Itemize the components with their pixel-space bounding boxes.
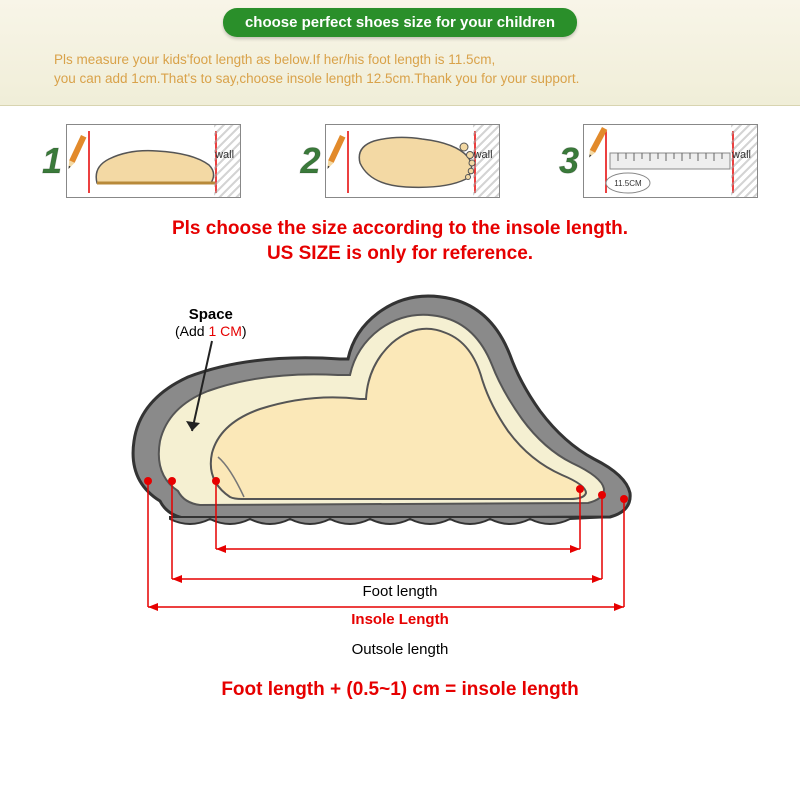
wall-hatch: [473, 125, 499, 197]
warning-line-2: US SIZE is only for reference.: [267, 243, 533, 264]
step-3-measurement: 11.5CM: [614, 179, 642, 188]
step-3-frame: wall: [583, 124, 758, 198]
shoe-diagram: Space (Add 1 CM): [0, 281, 800, 711]
step-2-frame: wall: [325, 124, 500, 198]
step-1-frame: wall: [66, 124, 241, 198]
wall-hatch: [731, 125, 757, 197]
instruction-line-2: you can add 1cm.That's to say,choose ins…: [54, 71, 579, 86]
steps-row: 1 wall 2 wall: [0, 106, 800, 208]
title-pill: choose perfect shoes size for your child…: [223, 8, 577, 37]
warning-line-1: Pls choose the size according to the ins…: [172, 218, 628, 239]
step-1: 1 wall: [42, 124, 241, 198]
step-3-number: 3: [559, 143, 579, 179]
wall-label: wall: [474, 149, 493, 161]
shoe-cross-section: [110, 281, 670, 621]
wall-hatch: [214, 125, 240, 197]
step-2: 2 wall: [300, 124, 499, 198]
warning-text: Pls choose the size according to the ins…: [0, 216, 800, 267]
header-band: choose perfect shoes size for your child…: [0, 0, 800, 106]
step-3: 3 wall: [559, 124, 758, 198]
label-insole-length: Insole Length: [0, 611, 800, 628]
step-1-number: 1: [42, 143, 62, 179]
instruction-text: Pls measure your kids'foot length as bel…: [0, 47, 800, 89]
formula-text: Foot length + (0.5~1) cm = insole length: [0, 679, 800, 701]
label-foot-length: Foot length: [0, 583, 800, 600]
wall-label: wall: [215, 149, 234, 161]
wall-label: wall: [732, 149, 751, 161]
label-outsole-length: Outsole length: [0, 641, 800, 658]
step-2-number: 2: [300, 143, 320, 179]
instruction-line-1: Pls measure your kids'foot length as bel…: [54, 52, 495, 67]
